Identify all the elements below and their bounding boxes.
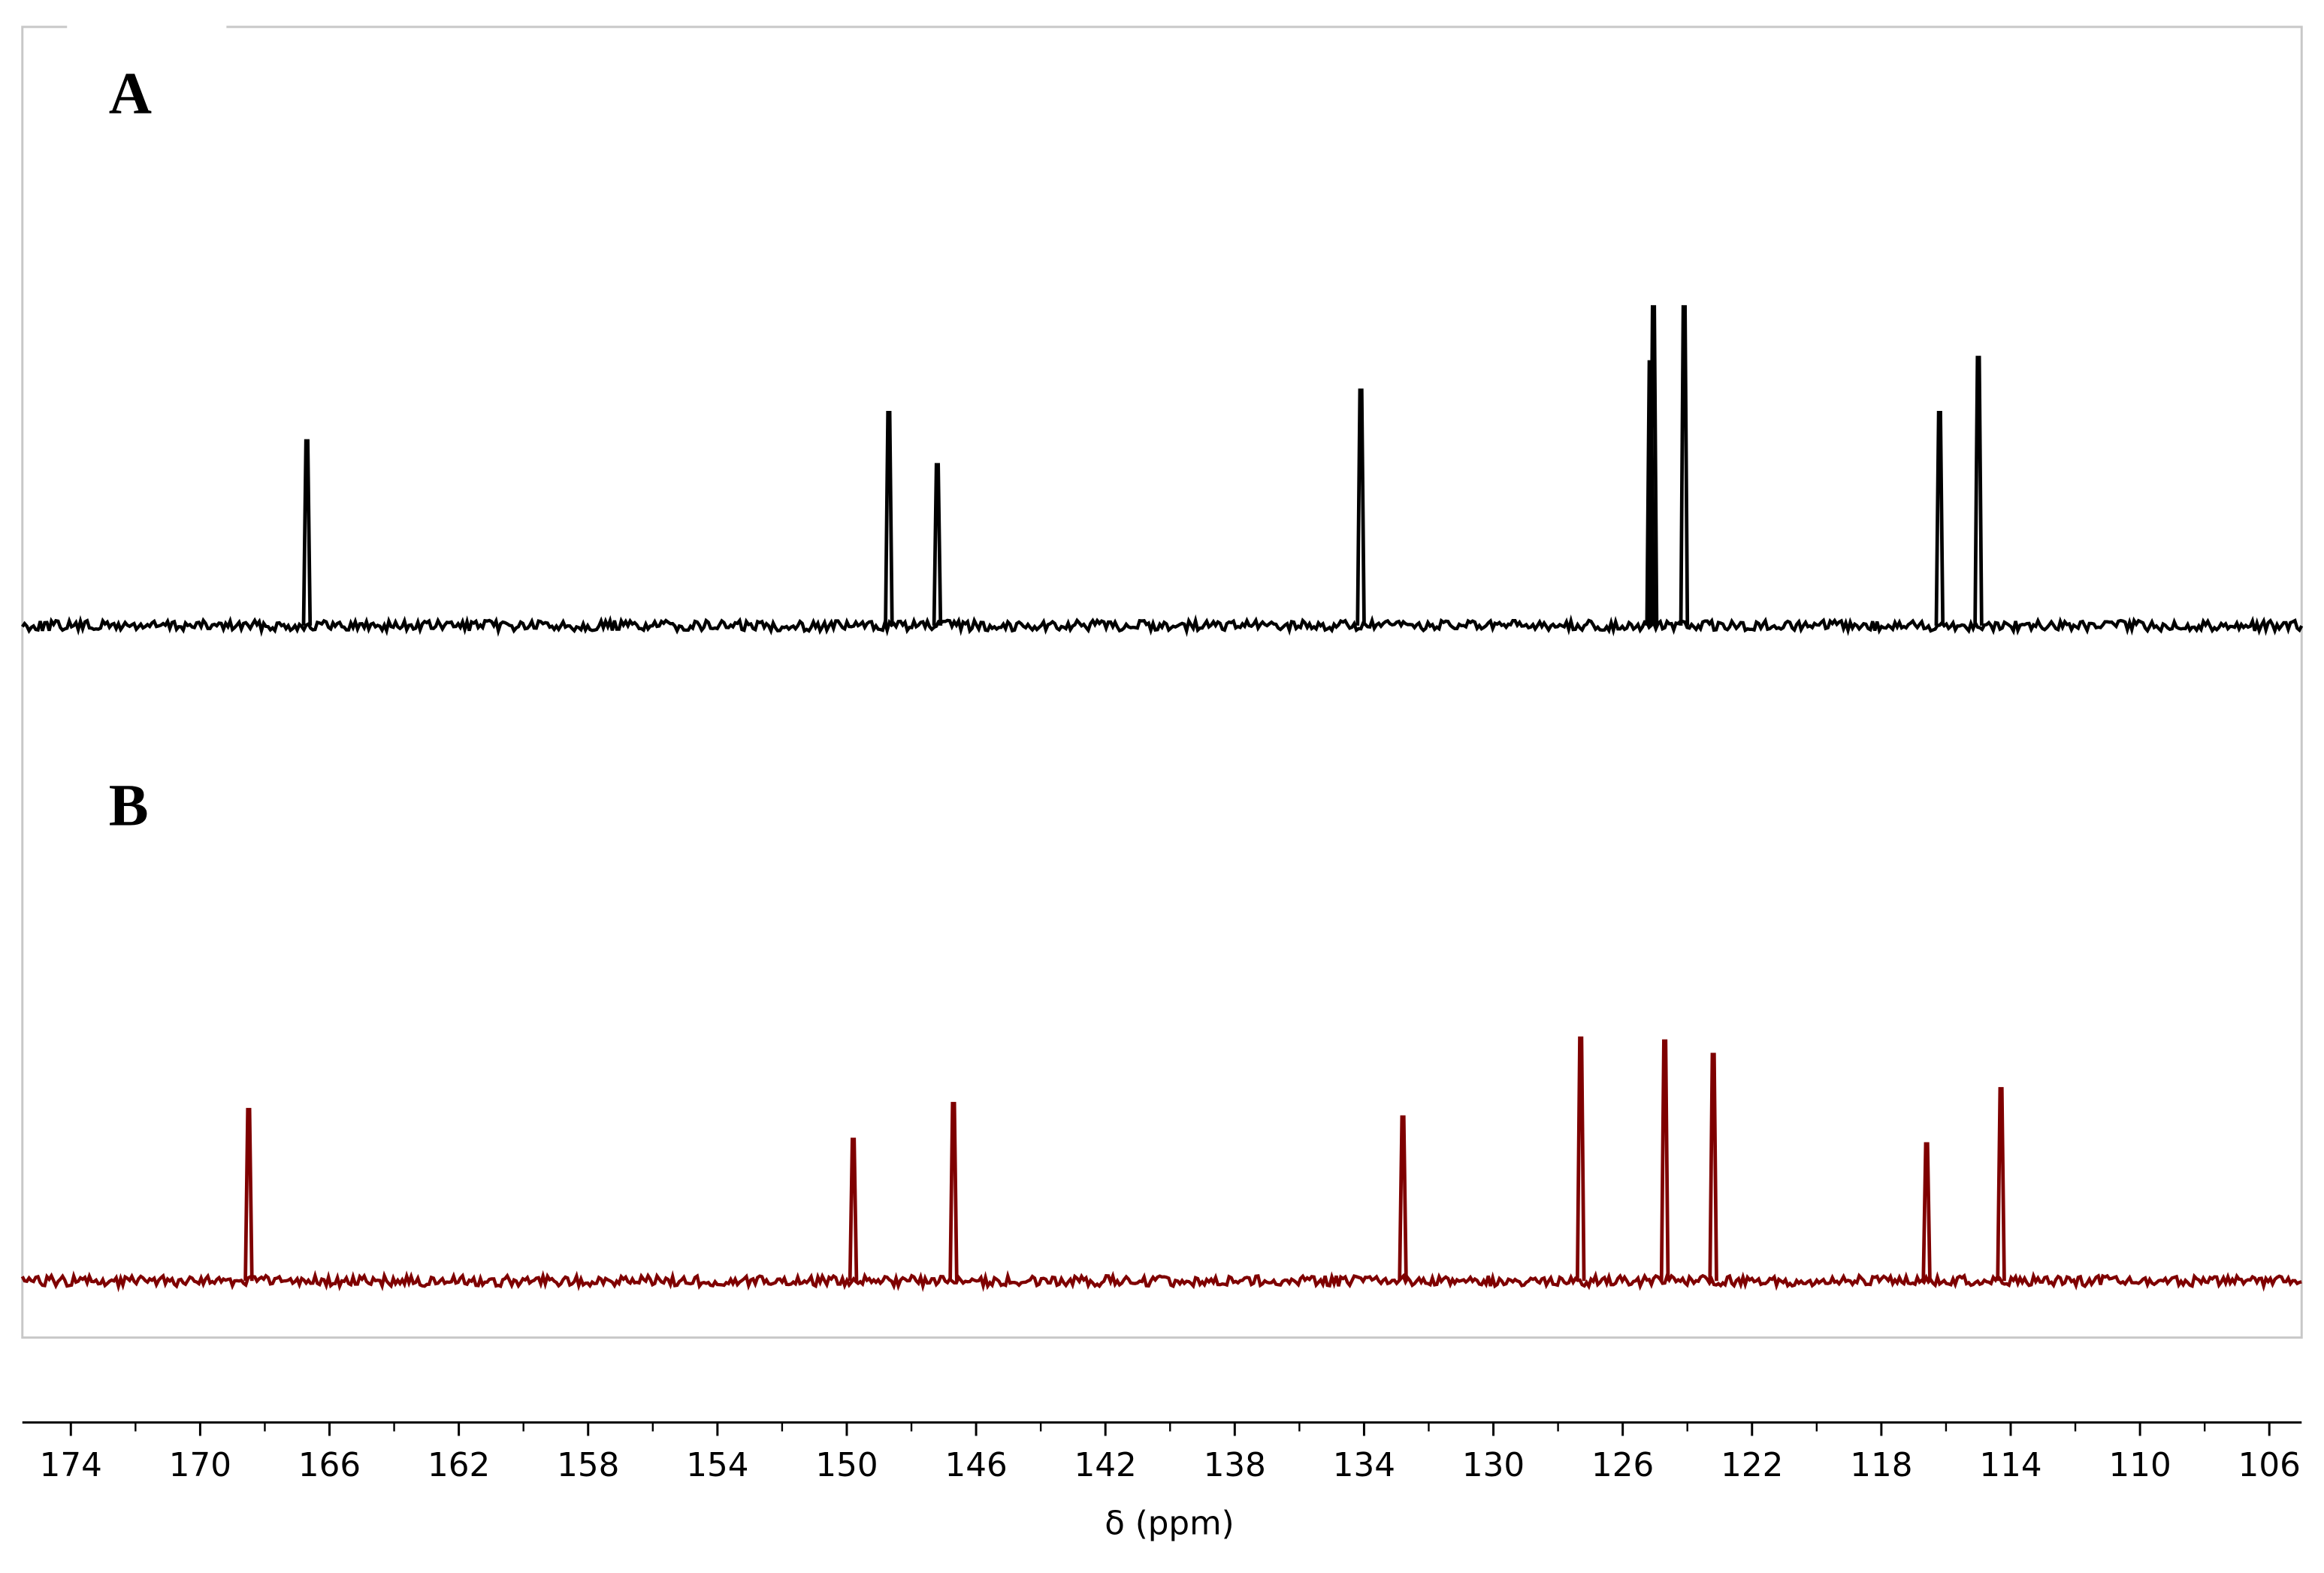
baseline-noise [20,614,2304,637]
peak [243,1107,254,1282]
x-tick-label: 170 [169,1447,231,1484]
x-tick-label: 110 [2108,1447,2171,1484]
x-tick-label: 174 [40,1447,102,1484]
series-label: A [109,61,152,127]
x-tick-label: 130 [1462,1447,1525,1484]
peak [1659,1039,1670,1282]
x-tick-label: 142 [1074,1447,1137,1484]
peak [1996,1087,2006,1282]
x-tick-label: 106 [2238,1447,2301,1484]
x-axis-label: δ (ppm) [1105,1505,1234,1542]
peak [1575,1036,1586,1282]
peak [1679,305,1690,626]
peak [848,1137,859,1282]
peak [1921,1142,1932,1282]
x-tick-label: 122 [1721,1447,1783,1484]
x-tick-label: 162 [428,1447,490,1484]
peak [1934,410,1945,626]
x-tick-label: 158 [557,1447,619,1484]
x-tick-label: 146 [944,1447,1007,1484]
x-tick-label: 134 [1333,1447,1395,1484]
peak [884,410,894,626]
x-tick-label: 150 [815,1447,878,1484]
plot-frame [21,26,2303,1339]
baseline-noise [20,1270,2302,1293]
series-label: B [109,773,149,839]
peak [1398,1115,1408,1282]
peak [1708,1052,1718,1282]
x-tick-label: 154 [686,1447,748,1484]
x-tick-label: 114 [1979,1447,2041,1484]
x-tick-label: 126 [1591,1447,1654,1484]
x-tick-label: 118 [1850,1447,1912,1484]
x-tick-label: 138 [1204,1447,1266,1484]
peak [948,1101,959,1282]
x-tick-label: 166 [298,1447,361,1484]
peak [1973,355,1984,626]
peak [932,463,943,626]
peak [301,439,313,626]
peak [1355,388,1366,626]
peak [1648,305,1659,626]
